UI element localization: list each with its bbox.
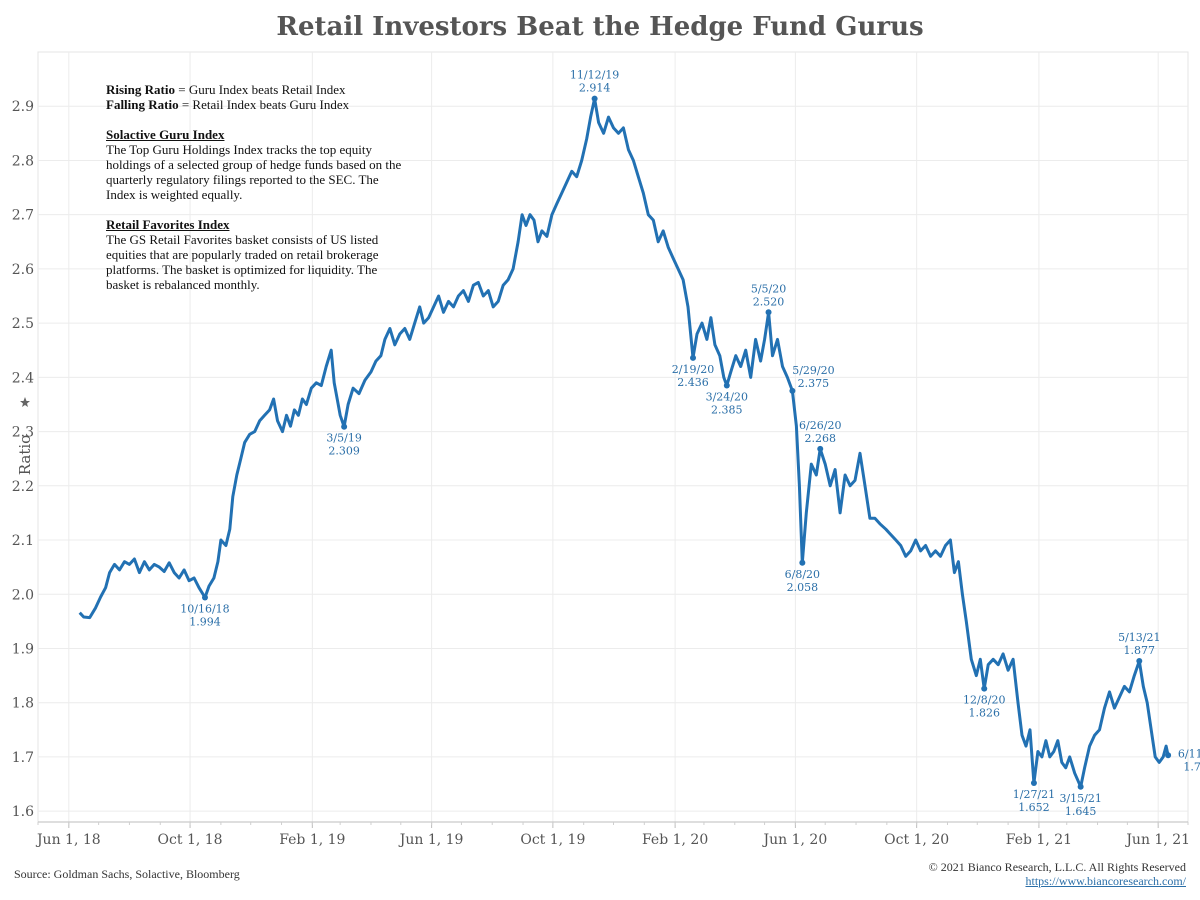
annotation-marker <box>723 382 730 389</box>
annotation-date: 5/13/21 <box>1118 631 1160 644</box>
y-tick-labels: 1.6 1.7 1.8 1.9 2.0 2.1 2.2 2.3 2.4 2.5 2.6 2.7 2.8 2… <box>12 99 34 820</box>
x-tick-label: Feb 1, 21 <box>1006 832 1072 848</box>
annotation-marker <box>591 95 598 102</box>
legend-ratio-explanation: Rising Ratio = Guru Index beats Retail I… <box>106 82 406 112</box>
y-tick-label: 2.1 <box>12 533 34 549</box>
y-tick-label: 1.6 <box>12 804 34 820</box>
y-tick-label: 2.6 <box>12 262 34 278</box>
x-tick-label: Oct 1, 18 <box>158 832 223 848</box>
annotation-value: 2.914 <box>579 82 611 95</box>
annotation-date: 1/27/21 <box>1013 788 1055 801</box>
retail-note: Retail Favorites Index The GS Retail Fav… <box>106 217 406 292</box>
x-tick-label: Oct 1, 20 <box>884 832 949 848</box>
y-tick-label: 2.9 <box>12 99 34 115</box>
y-tick-label: 1.8 <box>12 696 34 712</box>
retail-text: The GS Retail Favorites basket consists … <box>106 232 379 292</box>
y-tick-label: 2.0 <box>12 587 34 603</box>
annotation-value: 1.994 <box>189 616 221 629</box>
y-axis-title: Ratio <box>16 435 34 475</box>
annotation-value: 2.375 <box>798 377 830 390</box>
guru-note: Solactive Guru Index The Top Guru Holdin… <box>106 127 406 202</box>
annotation-value: 2.058 <box>787 581 819 594</box>
annotation-marker <box>1077 783 1084 790</box>
annotation-date: 6/11/21 <box>1178 747 1200 760</box>
copyright-block: © 2021 Bianco Research, L.L.C. All Right… <box>929 860 1186 888</box>
x-tick-label: Feb 1, 20 <box>642 832 708 848</box>
falling-text: = Retail Index beats Guru Index <box>178 97 350 112</box>
y-tick-label: 1.7 <box>12 750 34 766</box>
x-tick-label: Feb 1, 19 <box>279 832 345 848</box>
x-tick-labels: Jun 1, 18 Oct 1, 18 Feb 1, 19 Jun 1, 19 Oct … <box>35 832 1190 848</box>
annotation-marker <box>981 685 988 692</box>
annotation-marker <box>789 387 796 394</box>
annotation-value: 2.309 <box>328 445 360 458</box>
annotation-value: 2.385 <box>711 403 743 416</box>
annotation-marker <box>799 559 806 566</box>
x-tick-label: Oct 1, 19 <box>520 832 585 848</box>
annotation-date: 3/15/21 <box>1059 792 1101 805</box>
grid-lines <box>37 51 1189 823</box>
pin-icon[interactable] <box>20 397 30 407</box>
y-tick-label: 2.3 <box>12 425 34 441</box>
source-text: Source: Goldman Sachs, Solactive, Bloomb… <box>14 867 240 881</box>
x-tick-label: Jun 1, 21 <box>1124 832 1190 848</box>
annotation-value: 2.436 <box>677 376 709 389</box>
y-tick-label: 1.9 <box>12 641 34 657</box>
annotation-value: 2.268 <box>804 432 836 445</box>
x-tick-label: Jun 1, 19 <box>398 832 464 848</box>
rising-text: = Guru Index beats Retail Index <box>174 82 346 97</box>
copyright-text: © 2021 Bianco Research, L.L.C. All Right… <box>928 860 1186 874</box>
annotation-date: 2/19/20 <box>672 363 714 376</box>
annotation-date: 11/12/19 <box>570 69 619 82</box>
annotation-marker <box>1030 779 1037 786</box>
y-tick-label: 2.7 <box>12 208 34 224</box>
axes <box>37 821 1189 828</box>
notes-panel: Rising Ratio = Guru Index beats Retail I… <box>106 82 406 307</box>
x-tick-label: Jun 1, 18 <box>35 832 101 848</box>
annotation-date: 5/29/20 <box>792 364 834 377</box>
annotation-marker <box>1165 752 1172 759</box>
annotation-value: 1.645 <box>1065 805 1097 818</box>
website-link[interactable]: https://www.biancoresearch.com/ <box>1025 874 1186 888</box>
chart-title: Retail Investors Beat the Hedge Fund Gur… <box>276 12 924 42</box>
y-tick-label: 2.2 <box>12 479 34 495</box>
annotation-date: 12/8/20 <box>963 694 1005 707</box>
annotations: 10/16/181.994 3/5/192.309 11/12/192.914 2/1… <box>180 69 1200 818</box>
annotation-value: 1.652 <box>1018 801 1050 814</box>
y-tick-label: 2.8 <box>12 153 34 169</box>
guru-text: The Top Guru Holdings Index tracks the t… <box>106 142 402 202</box>
annotation-date: 3/24/20 <box>706 390 748 403</box>
y-tick-label: 2.5 <box>12 316 34 332</box>
annotation-date: 10/16/18 <box>180 603 229 616</box>
retail-heading: Retail Favorites Index <box>106 217 230 232</box>
annotation-marker <box>817 445 824 452</box>
annotation-marker <box>765 309 772 316</box>
annotation-date: 6/26/20 <box>799 419 841 432</box>
annotation-marker <box>341 423 348 430</box>
annotation-date: 3/5/19 <box>326 432 361 445</box>
guru-heading: Solactive Guru Index <box>106 127 225 142</box>
annotation-marker <box>690 354 697 361</box>
annotation-value: 2.520 <box>753 295 785 308</box>
annotation-date: 5/5/20 <box>751 282 786 295</box>
series-line <box>78 97 1170 789</box>
annotation-date: 6/8/20 <box>785 568 820 581</box>
annotation-marker <box>201 594 208 601</box>
annotation-value: 1.703 <box>1183 760 1200 773</box>
annotation-value: 1.826 <box>968 707 1000 720</box>
rising-label: Rising Ratio <box>106 82 175 97</box>
annotation-value: 1.877 <box>1124 644 1156 657</box>
x-tick-label: Jun 1, 20 <box>762 832 828 848</box>
falling-label: Falling Ratio <box>106 97 179 112</box>
y-tick-label: 2.4 <box>12 370 34 386</box>
annotation-marker <box>1136 657 1143 664</box>
